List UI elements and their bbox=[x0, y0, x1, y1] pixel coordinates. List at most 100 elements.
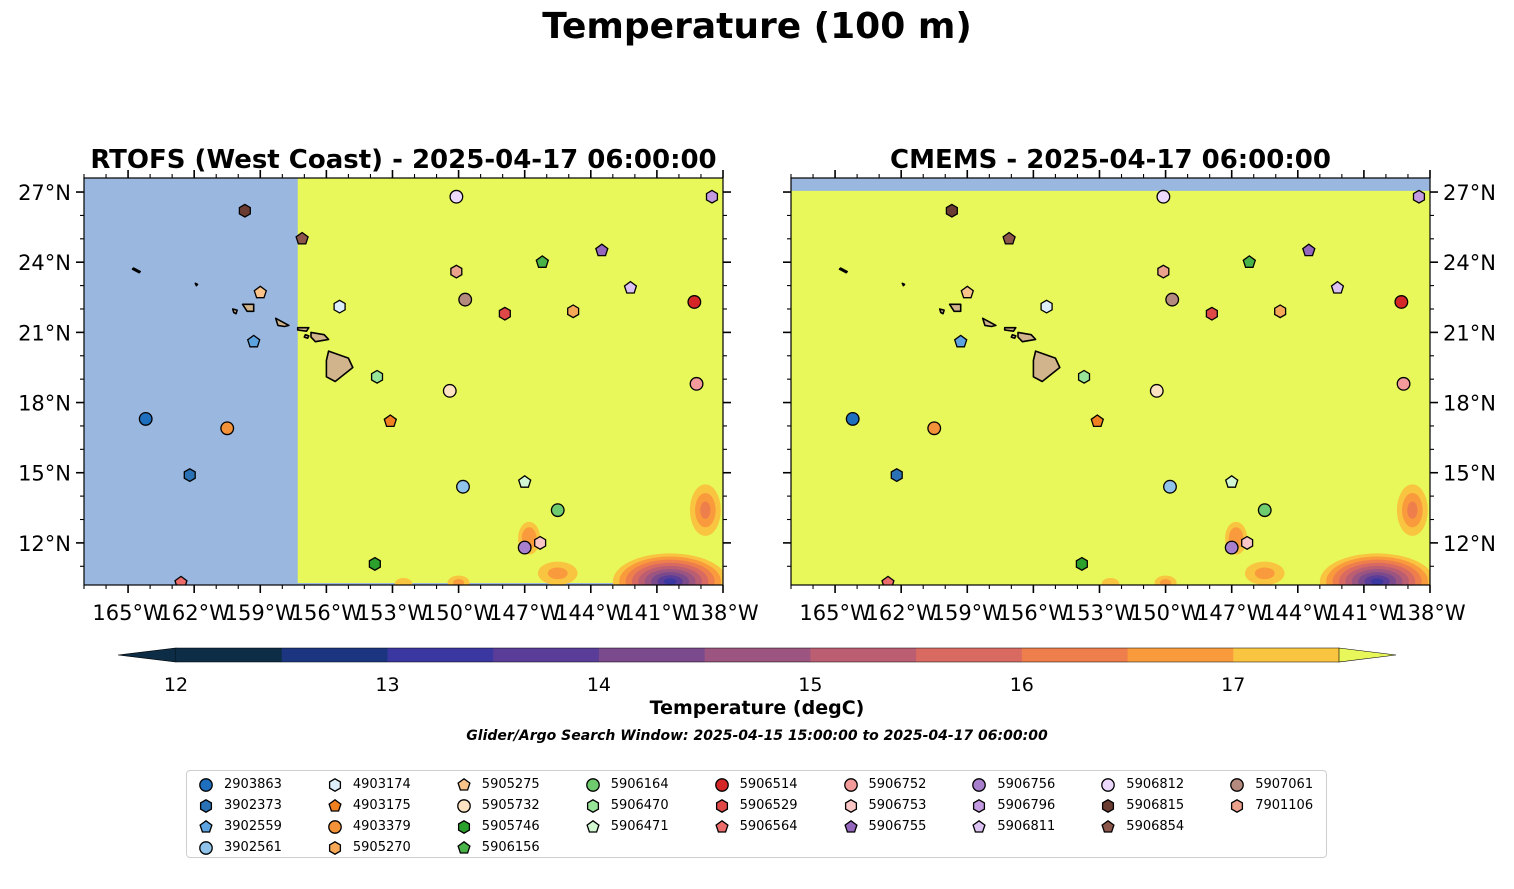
legend-marker-hexagon bbox=[1102, 798, 1115, 813]
legend-marker-pentagon bbox=[714, 819, 729, 833]
y-tick-label: 21°N bbox=[18, 321, 71, 345]
float-marker-3902559 bbox=[246, 334, 261, 348]
y-tick-label: 15°N bbox=[18, 462, 71, 486]
x-tick-label: 150°W bbox=[1130, 601, 1202, 625]
float-marker-5906854 bbox=[295, 231, 309, 245]
x-tick-label: 150°W bbox=[423, 601, 495, 625]
y-tick-label: 27°N bbox=[18, 181, 71, 205]
float-marker-5906471 bbox=[517, 475, 532, 488]
cold-contour bbox=[547, 567, 568, 580]
float-marker-5906755 bbox=[595, 243, 609, 257]
float-marker-5906756 bbox=[1224, 540, 1239, 555]
x-tick-label: 153°W bbox=[357, 601, 429, 625]
legend-item: 5905270 bbox=[326, 837, 411, 858]
island bbox=[838, 267, 849, 274]
legend-label: 5906755 bbox=[868, 819, 927, 834]
panel-title: CMEMS - 2025-04-17 06:00:00 bbox=[890, 145, 1331, 175]
legend-marker-circle bbox=[199, 840, 213, 855]
legend-marker bbox=[714, 819, 729, 833]
island bbox=[131, 267, 141, 274]
colorbar-label: Temperature (degC) bbox=[649, 697, 865, 719]
colorbar-tick-label: 14 bbox=[587, 674, 611, 696]
legend-marker-circle bbox=[328, 819, 342, 834]
legend-label: 5907061 bbox=[1255, 777, 1314, 792]
legend-marker bbox=[973, 798, 986, 813]
legend-label: 5906796 bbox=[997, 798, 1056, 813]
cold-contour bbox=[1407, 501, 1418, 519]
legend-item: 5905732 bbox=[455, 795, 540, 816]
legend-marker-pentagon bbox=[457, 840, 471, 854]
legend-marker-circle bbox=[199, 777, 213, 792]
float-marker-4903174 bbox=[333, 299, 346, 314]
legend-marker-pentagon bbox=[586, 819, 600, 833]
y-tick-label: 12°N bbox=[18, 532, 71, 556]
float-marker-3902373 bbox=[890, 468, 903, 483]
legend-marker bbox=[199, 819, 213, 833]
island bbox=[296, 326, 310, 333]
float-marker-5906812 bbox=[449, 189, 464, 204]
legend-item: 5906815 bbox=[1099, 795, 1184, 816]
legend-label: 4903379 bbox=[352, 819, 411, 834]
legend-label: 5905270 bbox=[352, 840, 411, 855]
float-marker-4903379 bbox=[220, 421, 235, 436]
legend-marker bbox=[1231, 798, 1244, 813]
colorbar-tick-label: 12 bbox=[164, 674, 188, 696]
island bbox=[231, 308, 238, 315]
float-marker-2903863 bbox=[845, 411, 860, 426]
x-tick-label: 138°W bbox=[687, 601, 759, 625]
legend-marker-hexagon bbox=[328, 777, 341, 792]
legend-marker-hexagon bbox=[1231, 798, 1244, 813]
legend-marker-pentagon bbox=[1101, 819, 1115, 833]
float-marker-5905732 bbox=[1149, 383, 1164, 398]
colorbar-tick-label: 15 bbox=[798, 674, 822, 696]
x-tick-label: 165°W bbox=[92, 601, 164, 625]
legend-label: 5906811 bbox=[997, 819, 1056, 834]
float-marker-5906156 bbox=[1242, 255, 1257, 268]
x-tick-label: 156°W bbox=[291, 601, 363, 625]
colorbar-segment bbox=[387, 648, 494, 662]
legend-marker bbox=[457, 819, 470, 834]
legend-label: 3902561 bbox=[224, 840, 282, 855]
x-tick-label: 162°W bbox=[865, 601, 937, 625]
colorbar-segment bbox=[916, 648, 1023, 662]
colorbar-segment bbox=[493, 648, 600, 662]
float-marker-5906564 bbox=[174, 575, 188, 585]
float-marker-5906164 bbox=[1257, 503, 1272, 518]
colorbar-segment bbox=[704, 648, 811, 662]
no-data-strip bbox=[297, 583, 723, 585]
x-tick-label: 138°W bbox=[1394, 601, 1466, 625]
legend-marker bbox=[1230, 777, 1245, 792]
x-tick-label: 144°W bbox=[555, 601, 627, 625]
x-tick-label: 147°W bbox=[489, 601, 561, 625]
float-marker-3902373 bbox=[183, 468, 196, 483]
cold-contour bbox=[1106, 580, 1115, 585]
island bbox=[981, 317, 997, 328]
legend-marker bbox=[199, 840, 213, 855]
legend-item: 5907061 bbox=[1228, 774, 1313, 795]
float-marker-5905732 bbox=[442, 383, 457, 398]
legend-marker-hexagon bbox=[328, 840, 341, 855]
legend-item: 5906752 bbox=[842, 774, 926, 795]
legend-item: 5906796 bbox=[970, 795, 1055, 816]
legend-item: 5906756 bbox=[970, 774, 1055, 795]
panel-title: RTOFS (West Coast) - 2025-04-17 06:00:00 bbox=[90, 145, 716, 175]
legend-marker-pentagon bbox=[457, 777, 471, 791]
float-marker-5906815 bbox=[238, 203, 251, 218]
legend-marker bbox=[843, 819, 858, 833]
legend-marker bbox=[199, 798, 213, 813]
cold-contour bbox=[663, 578, 677, 585]
legend-item: 5906564 bbox=[713, 816, 798, 837]
y-tick-label: 24°N bbox=[1443, 251, 1496, 275]
colorbar-segment bbox=[1021, 648, 1129, 662]
float-marker-5905270 bbox=[1274, 304, 1287, 319]
x-tick-label: 147°W bbox=[1196, 601, 1268, 625]
legend-label: 7901106 bbox=[1255, 798, 1314, 813]
island bbox=[194, 282, 199, 287]
float-marker-4903174 bbox=[1040, 299, 1053, 314]
float-marker-5906811 bbox=[1330, 280, 1345, 294]
legend-item: 5906755 bbox=[842, 816, 927, 837]
legend-marker bbox=[199, 777, 213, 792]
float-marker-5905270 bbox=[567, 304, 580, 319]
float-marker-5906811 bbox=[623, 280, 638, 294]
